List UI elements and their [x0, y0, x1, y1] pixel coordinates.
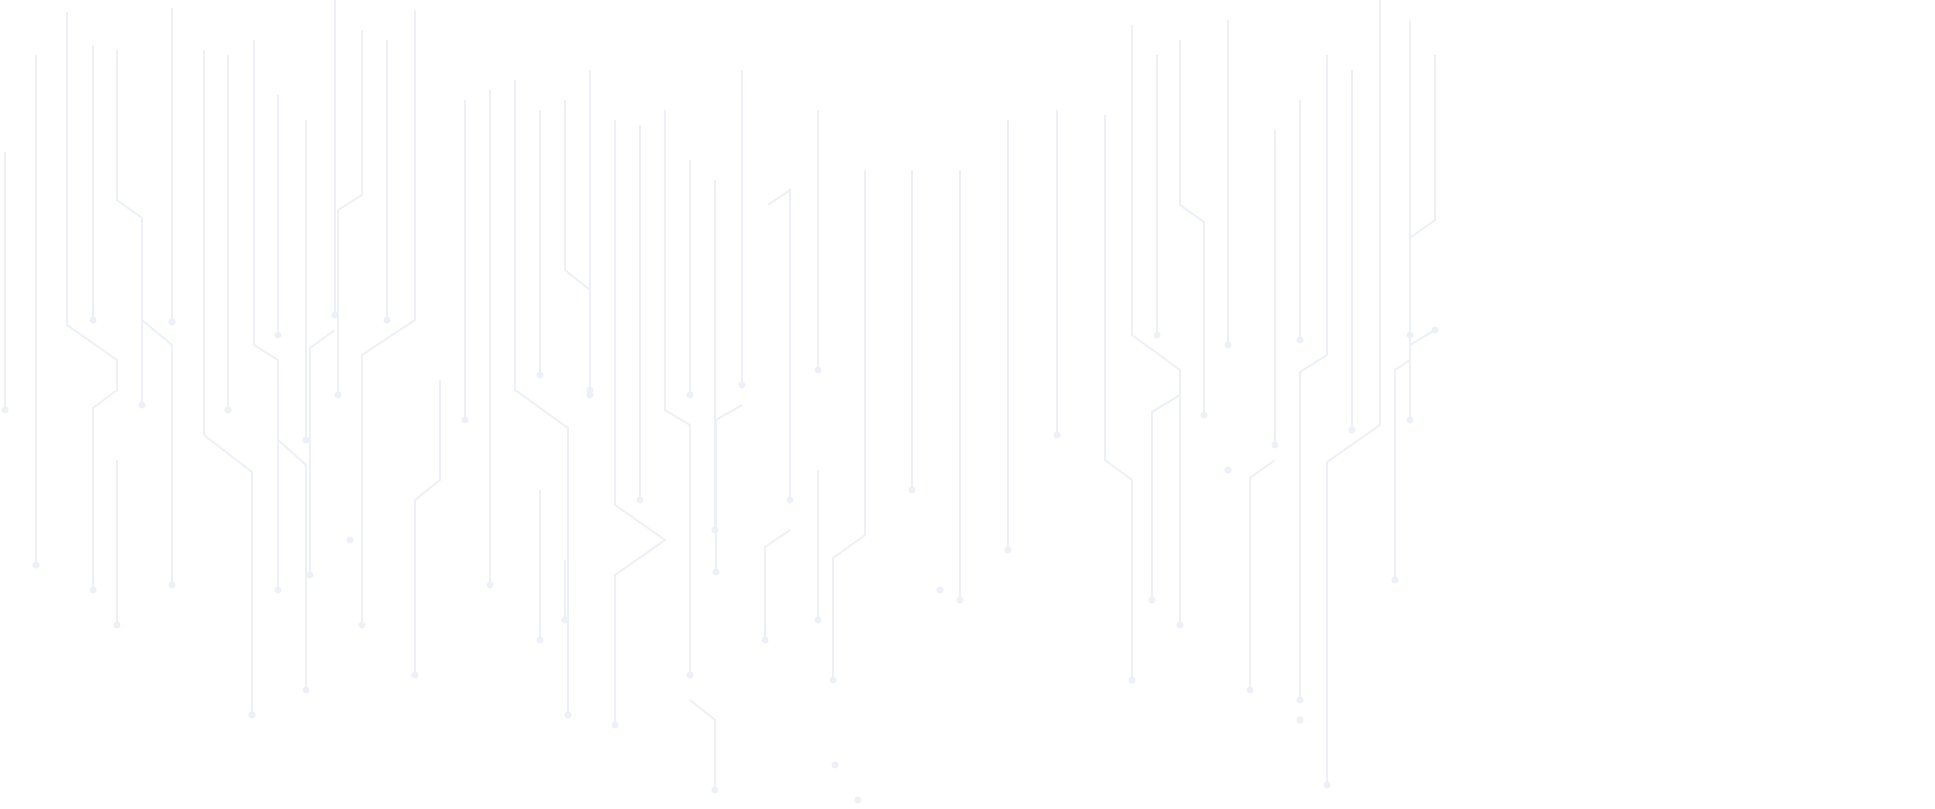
circuit-node [814, 366, 822, 374]
circuit-node [636, 496, 644, 504]
circuit-node [936, 586, 944, 594]
circuit-node [1391, 576, 1399, 584]
circuit-line [309, 329, 336, 575]
circuit-node [1296, 696, 1304, 704]
circuit-node [302, 686, 310, 694]
circuit-node [306, 571, 314, 579]
circuit-line [767, 188, 791, 500]
circuit-line [1409, 55, 1436, 420]
circuit-line [614, 120, 667, 725]
circuit-node [331, 311, 339, 319]
circuit-node [908, 486, 916, 494]
circuit-node [1176, 621, 1184, 629]
circuit-node [829, 676, 837, 684]
circuit-line [253, 40, 279, 590]
circuit-line [1409, 329, 1436, 346]
circuit-line [361, 10, 416, 625]
circuit-node [1153, 331, 1161, 339]
circuit-node [168, 318, 176, 326]
circuit-node [358, 621, 366, 629]
circuit-line [564, 100, 591, 395]
circuit-line [764, 529, 791, 640]
circuit-node [138, 401, 146, 409]
circuit-node [334, 391, 342, 399]
circuit-node [1323, 781, 1331, 789]
circuit-line [664, 110, 691, 675]
circuit-node [586, 386, 594, 394]
circuit-node [611, 721, 619, 729]
circuit-node [1431, 326, 1439, 334]
circuit-node [302, 436, 310, 444]
circuit-node [761, 636, 769, 644]
circuit-node [956, 596, 964, 604]
circuit-line [203, 50, 253, 715]
circuit-node [711, 786, 719, 794]
circuit-node [536, 636, 544, 644]
circuit-line [689, 699, 716, 790]
circuit-node [854, 796, 862, 804]
circuit-node [738, 381, 746, 389]
circuit-line [337, 30, 363, 395]
circuit-node [561, 616, 569, 624]
circuit-line [832, 170, 866, 680]
circuit-node [1200, 411, 1208, 419]
circuit-line [1104, 115, 1133, 680]
circuit-node [1246, 686, 1254, 694]
circuit-node [32, 561, 40, 569]
circuit-node [461, 416, 469, 424]
circuit-line [1394, 359, 1411, 580]
circuit-node [383, 316, 391, 324]
circuit-node [1128, 676, 1136, 684]
circuit-node [686, 391, 694, 399]
circuit-node [89, 316, 97, 324]
circuit-node [1224, 466, 1232, 474]
circuit-line [1131, 25, 1181, 625]
circuit-node [224, 406, 232, 414]
circuit-node [686, 671, 694, 679]
circuit-node [712, 568, 720, 576]
circuit-node [1296, 716, 1304, 724]
circuit-line [116, 50, 143, 405]
circuit-node [274, 331, 282, 339]
circuit-node [1296, 336, 1304, 344]
circuit-node [1004, 546, 1012, 554]
circuit-line [277, 439, 307, 690]
circuit-line [414, 380, 441, 675]
circuit-line [1299, 55, 1328, 700]
circuit-node [113, 621, 121, 629]
circuit-node [1224, 341, 1232, 349]
circuit-node [248, 711, 256, 719]
circuit-node [411, 671, 419, 679]
circuit-node [586, 391, 594, 399]
circuit-line [141, 319, 173, 585]
circuit-node [168, 581, 176, 589]
circuit-node [89, 586, 97, 594]
circuit-node [564, 711, 572, 719]
circuit-node [1406, 416, 1414, 424]
circuit-node [486, 581, 494, 589]
circuit-line [66, 12, 118, 590]
circuit-line [1179, 40, 1205, 415]
circuit-node [831, 761, 839, 769]
circuit-node [786, 496, 794, 504]
circuit-line [715, 404, 743, 572]
circuit-node [1148, 596, 1156, 604]
circuit-node [1348, 426, 1356, 434]
circuit-line [514, 80, 569, 715]
circuit-node [1271, 441, 1279, 449]
circuit-node [814, 616, 822, 624]
circuit-node [274, 586, 282, 594]
circuit-node [1053, 431, 1061, 439]
circuit-node [346, 536, 354, 544]
circuit-line [1249, 459, 1276, 690]
circuit-node [536, 371, 544, 379]
circuit-node [1, 406, 9, 414]
circuit-line [1326, 0, 1381, 785]
circuit-line [1151, 394, 1181, 600]
